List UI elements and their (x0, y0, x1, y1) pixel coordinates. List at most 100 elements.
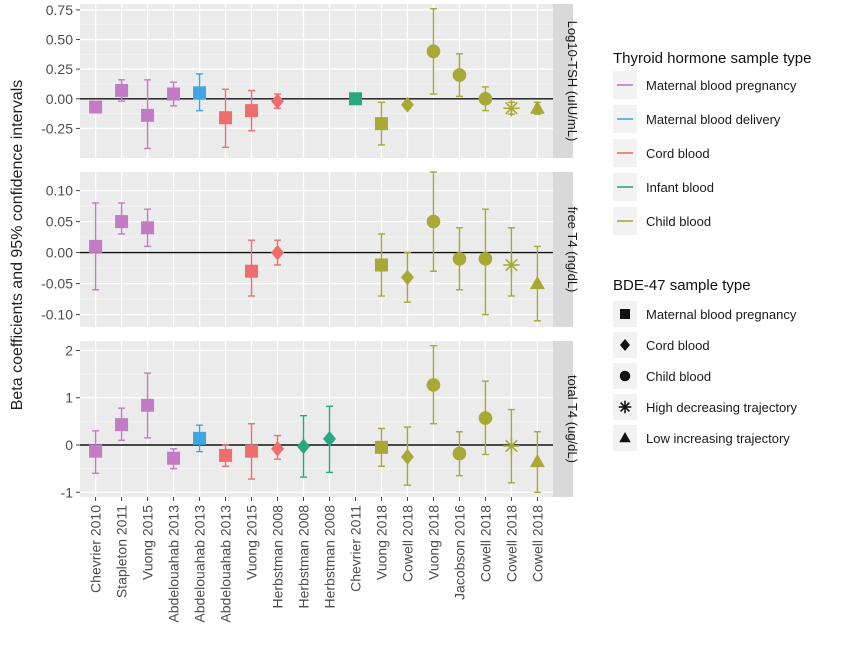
legend: Thyroid hormone sample type Maternal bloo… (613, 50, 811, 451)
data-point-group (141, 372, 155, 439)
data-point-group (529, 100, 545, 115)
shape-legend-label: Cord blood (646, 338, 710, 353)
data-point (452, 446, 467, 461)
data-point (271, 93, 285, 109)
data-point-group (193, 73, 207, 112)
data-point-group (478, 208, 493, 316)
facet-strip (553, 4, 573, 158)
data-point-group (426, 8, 441, 95)
data-point-group (503, 227, 520, 297)
facet-strip (553, 341, 573, 497)
data-point-group (529, 431, 545, 493)
x-tick-label: Abdelouahab 2013 (166, 505, 182, 623)
data-point-group (193, 424, 207, 453)
data-point-group (452, 431, 467, 477)
panel-1: -0.25 0.00 0.25 0.50 0.75 Log10-TSH (uIU/mL) (41, 2, 580, 158)
y-tick-label: 0.10 (46, 183, 73, 199)
data-point (426, 44, 441, 59)
data-point (219, 111, 233, 125)
data-point (115, 215, 129, 229)
panel-2: -0.10 -0.05 0.00 0.05 0.10 free T4 (ng/dL) (41, 171, 580, 327)
x-tick-label: Vuong 2018 (373, 505, 389, 580)
data-point-group (271, 239, 285, 266)
color-legend-label: Maternal blood delivery (646, 112, 781, 127)
color-legend-label: Infant blood (646, 180, 714, 195)
data-point (478, 91, 493, 106)
data-point-group (271, 434, 285, 460)
data-point (115, 83, 129, 97)
y-tick-label: -0.25 (41, 120, 73, 136)
data-point-group (115, 79, 129, 102)
data-point-group (452, 53, 467, 98)
x-tick-label: Jacobson 2016 (451, 505, 467, 600)
data-point (426, 214, 441, 229)
data-point (452, 251, 467, 266)
data-point-group (245, 423, 259, 480)
data-point-group (219, 444, 233, 467)
data-point-group (374, 101, 388, 146)
x-tick-label: Cowell 2018 (477, 505, 493, 582)
x-tick-label: Chevrier 2011 (347, 505, 363, 592)
data-point (426, 378, 441, 392)
y-tick-label: -1 (61, 484, 74, 500)
x-tick-label: Herbstman 2008 (321, 505, 337, 609)
y-tick-label: 0.75 (46, 2, 73, 18)
data-point-group (529, 245, 545, 322)
panel-background (80, 172, 553, 327)
data-point (503, 100, 520, 117)
data-point (167, 451, 181, 465)
x-tick-label: Herbstman 2008 (296, 505, 312, 609)
data-point-group (167, 448, 181, 470)
data-point-group (141, 208, 155, 248)
panel-background (80, 4, 553, 158)
data-point (271, 440, 285, 457)
data-point (529, 275, 545, 290)
data-point-group (322, 405, 336, 474)
y-tick-label: 0.25 (46, 61, 73, 77)
color-legend-title: Thyroid hormone sample type (613, 50, 811, 67)
panel-background (80, 341, 553, 497)
data-point (400, 96, 414, 113)
data-point (271, 244, 285, 261)
data-point-group (478, 86, 493, 112)
data-point-group (245, 89, 259, 132)
data-point (89, 444, 103, 458)
data-point (115, 418, 129, 432)
data-point (452, 68, 467, 82)
shape-legend-label: Maternal blood pregnancy (646, 307, 797, 322)
x-tick-label: Vuong 2018 (425, 505, 441, 580)
data-point (245, 444, 259, 458)
shape-legend-label: Low increasing trajectory (646, 431, 790, 446)
data-point (400, 449, 414, 465)
data-point (348, 92, 362, 106)
data-point (478, 251, 493, 266)
x-tick-label: Cowell 2018 (529, 505, 545, 582)
data-point (141, 221, 155, 235)
legend-shape-glyph (620, 309, 630, 319)
y-tick-label: 0.00 (46, 245, 73, 261)
shape-legend-title: BDE-47 sample type (613, 277, 751, 294)
legend-shape-glyph (619, 370, 631, 382)
data-point-group (426, 171, 441, 272)
data-point-group (245, 239, 259, 297)
y-axis-label: Beta coefficients and 95% confidence int… (9, 80, 26, 411)
data-point (374, 117, 388, 131)
data-point-group (374, 427, 388, 467)
data-point-group (115, 407, 129, 441)
x-tick-label: Chevrier 2010 (88, 505, 104, 593)
x-tick-label: Abdelouahab 2013 (192, 505, 208, 623)
data-point (322, 431, 336, 447)
y-tick-label: 2 (65, 342, 73, 358)
x-tick-label: Cowell 2018 (503, 505, 519, 582)
data-point (141, 108, 155, 122)
color-legend-label: Maternal blood pregnancy (646, 78, 797, 93)
color-legend-label: Cord blood (646, 146, 710, 161)
data-point-group (452, 227, 467, 291)
y-tick-label: 1 (65, 390, 73, 406)
data-point (374, 258, 388, 272)
y-tick-label: 0.50 (46, 32, 73, 48)
data-point-group (478, 380, 493, 456)
data-point (400, 269, 414, 286)
data-point-group (400, 96, 414, 113)
